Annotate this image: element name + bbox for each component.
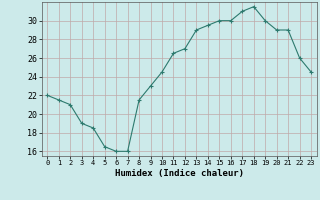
- X-axis label: Humidex (Indice chaleur): Humidex (Indice chaleur): [115, 169, 244, 178]
